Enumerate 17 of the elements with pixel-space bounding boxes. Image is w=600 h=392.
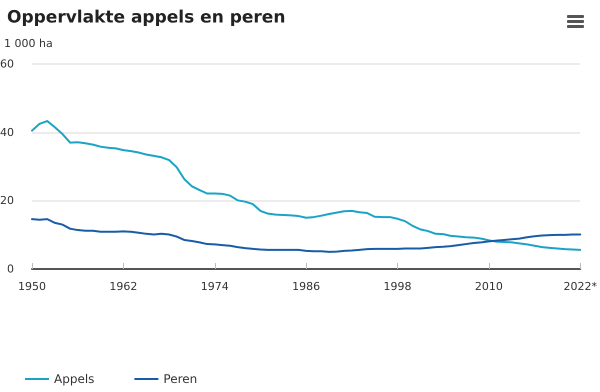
y-axis-title: 1 000 ha: [4, 37, 53, 50]
y-tick-label: 20: [0, 194, 14, 208]
legend-label: Appels: [54, 372, 94, 386]
x-tick-label: 1962: [109, 280, 138, 293]
x-tick-label: 1998: [384, 280, 412, 293]
x-tick-label: 1950: [18, 280, 46, 293]
y-tick-label: 60: [0, 58, 14, 70]
x-tick-label: 2022*: [564, 280, 598, 293]
chart-title: Oppervlakte appels en peren: [7, 8, 286, 28]
x-tick-label: 1986: [292, 280, 320, 293]
line-series: [31, 218, 582, 253]
y-tick-label: 40: [0, 126, 14, 139]
x-tick-label: 2010: [474, 280, 503, 293]
line-series: [31, 120, 582, 251]
x-tick-label: 1974: [200, 280, 229, 293]
legend-label: Peren: [163, 372, 198, 386]
y-tick-label: 0: [7, 262, 14, 276]
